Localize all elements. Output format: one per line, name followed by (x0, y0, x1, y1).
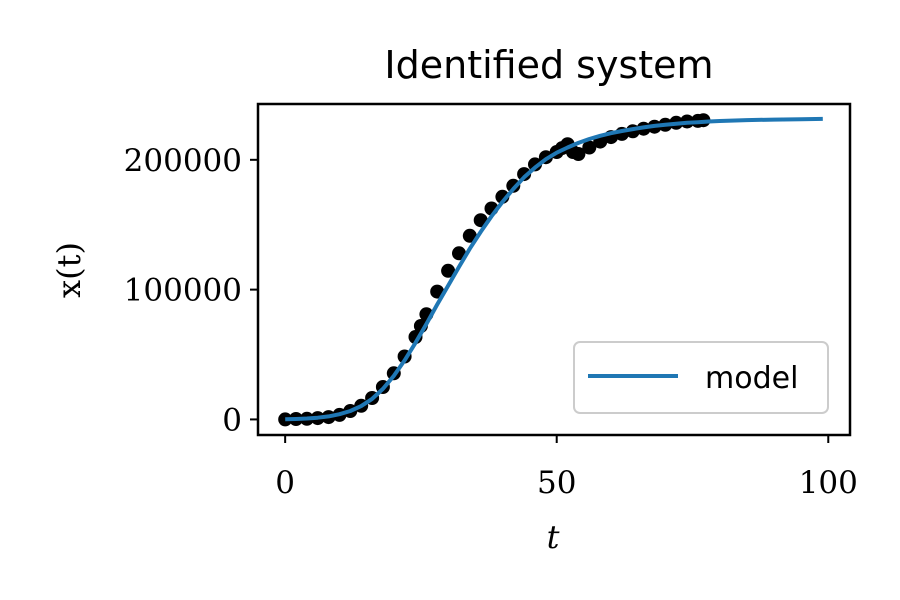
y-axis-label: x(t) (50, 242, 88, 298)
legend-label-model: model (705, 361, 798, 396)
y-tick-label: 200000 (124, 143, 242, 179)
legend-box (573, 341, 829, 414)
data-point (278, 412, 293, 427)
plot-frame (256, 102, 852, 437)
x-tick-label: 0 (275, 465, 295, 501)
data-point (517, 167, 532, 182)
chart-title: Identified system (384, 43, 713, 87)
legend: model (573, 341, 829, 414)
plot-marks (278, 113, 823, 427)
data-point (528, 157, 542, 172)
x-axis-ticks: 0 50 100 (275, 435, 858, 501)
y-tick-label: 100000 (124, 273, 242, 309)
data-point (582, 140, 597, 155)
y-axis-ticks: 0 100000 200000 (124, 143, 258, 438)
data-point (571, 147, 586, 161)
y-tick-label: 0 (222, 402, 242, 438)
x-tick-label: 100 (799, 465, 858, 501)
data-point (452, 246, 466, 261)
x-axis-label: t (547, 518, 560, 556)
data-point (462, 228, 477, 243)
data-point (441, 263, 456, 278)
series-line-model (285, 116, 823, 422)
x-tick-label: 50 (537, 465, 576, 501)
